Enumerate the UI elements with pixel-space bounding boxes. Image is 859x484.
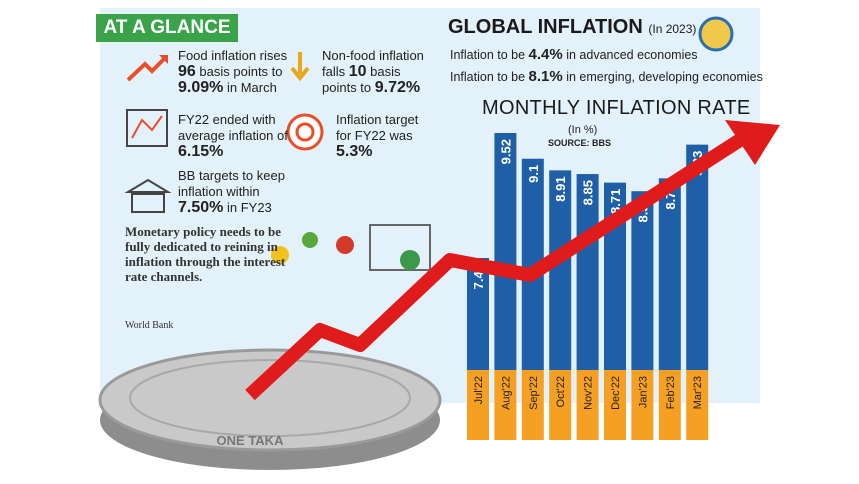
category-band [604,370,626,440]
glance-title: AT A GLANCE [96,14,238,42]
value-label: 8.91 [553,176,568,201]
x-tick-label: Mar'23 [692,376,704,409]
highlight: 9.72% [374,79,421,96]
text: basis points to [195,64,283,79]
text: BB targets to keep inflation within [178,168,285,199]
x-tick-label: Feb'23 [665,376,677,409]
target-icon [286,113,324,151]
x-tick-label: Jan'23 [637,376,649,408]
quote: Monetary policy needs to be fully dedica… [125,224,286,284]
global-note: (In 2023) [648,22,697,36]
highlight: 6.15% [178,143,224,160]
text: Inflation to be [450,70,529,84]
value-label: 8.85 [581,180,596,205]
highlight: 96 [178,63,196,80]
category-band [686,370,709,440]
glance-item: Food inflation rises 96 basis points to … [178,48,288,96]
value-label: 9.52 [498,139,513,164]
x-tick-label: Dec'22 [610,376,622,410]
highlight: 5.3% [336,143,373,160]
cart [369,224,431,271]
bar [494,133,517,370]
quote-source: World Bank [125,320,174,331]
chart-source: SOURCE: BBS [548,138,612,148]
highlight: 7.50% [178,199,224,216]
text: Non-food inflation falls [322,48,424,79]
trend-arrow [245,134,744,401]
category-band [521,370,544,440]
text: Food inflation rises [178,48,288,63]
global-title: GLOBAL INFLATION (In 2023) [448,16,696,39]
coin-rim [129,359,411,437]
highlight: 4.4% [528,46,563,63]
text: in March [223,80,277,95]
globe-icon [698,16,734,52]
x-tick-label: Nov'22 [583,376,595,410]
fall-icon [290,52,310,82]
chart-icon-line [131,115,163,139]
grocery [302,232,318,248]
bar [521,158,544,370]
chart-icon [126,109,168,147]
chart-subtitle: (In %) [568,124,598,136]
highlight: 10 [348,63,367,80]
text: Inflation target for FY22 was [336,112,419,143]
category-band [549,370,572,440]
highlight: 9.09% [178,79,224,96]
category-band [467,370,489,440]
rise-icon-head [159,55,168,64]
bar [549,170,572,370]
text: Inflation to be [450,48,529,62]
rise-icon [126,55,168,82]
glance-item: Non-food inflation falls 10 basis points… [322,48,432,96]
bank-icon [124,178,172,213]
glance-item: Inflation target for FY22 was 5.3% [336,112,431,160]
grocery [400,250,420,270]
x-tick-label: Oct'22 [555,376,567,407]
text: FY22 ended with average inflation of [178,112,288,143]
global-item: Inflation to be 4.4% in advanced economi… [450,46,698,63]
coin-face [98,348,442,452]
bar [576,174,599,370]
x-tick-label: Aug'22 [500,376,512,410]
text: basis points to [322,64,401,95]
glance-item: FY22 ended with average inflation of 6.1… [178,112,288,160]
category-band [658,370,681,440]
bar [631,191,654,370]
bar [467,258,489,370]
target-icon-ring [295,122,315,142]
coin-label: ONE TAKA [217,433,285,448]
text: in FY23 [223,200,272,215]
bar [658,178,681,370]
grocery [336,236,354,254]
text: in advanced economies [562,48,698,62]
category-band [576,370,599,440]
bar [686,144,709,370]
glance-item: BB targets to keep inflation within 7.50… [178,168,298,216]
global-item: Inflation to be 8.1% in emerging, develo… [450,68,763,85]
grocery [271,246,289,264]
value-label: 8.71 [608,189,623,214]
category-band [494,370,517,440]
trend-arrow-head [725,120,780,165]
category-band [631,370,654,440]
chart-title: MONTHLY INFLATION RATE [482,97,751,119]
text: in emerging, developing economies [562,70,763,84]
x-tick-label: Jul'22 [473,376,485,404]
global-title-text: GLOBAL INFLATION [448,16,643,38]
highlight: 8.1% [528,68,563,85]
value-label: 9.1 [526,165,541,183]
x-tick-label: Sep'22 [528,376,540,410]
